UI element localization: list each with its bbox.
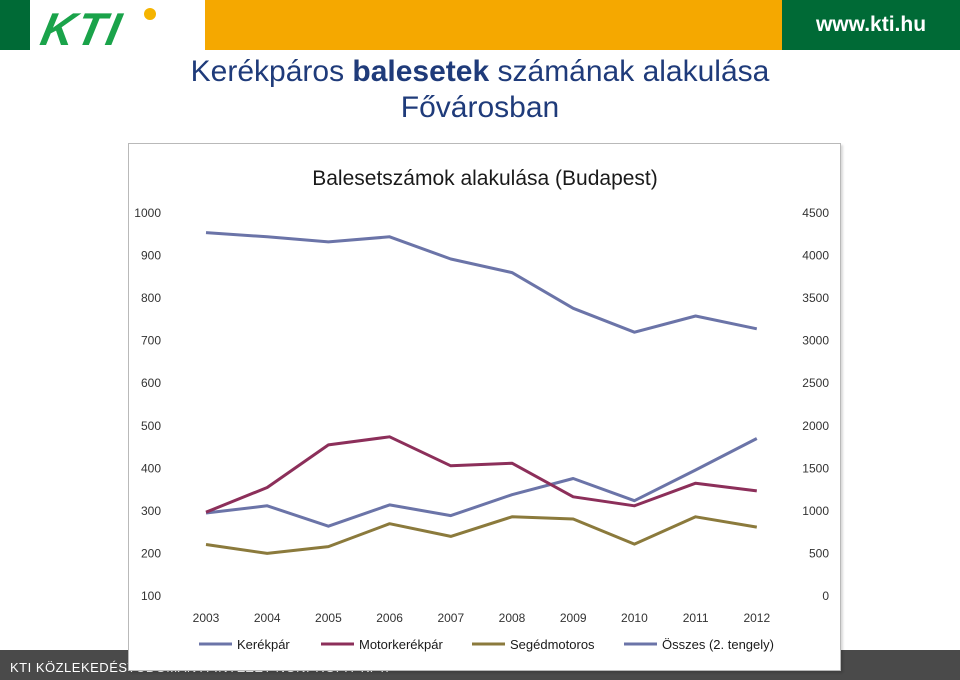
series-line-1 xyxy=(205,435,757,514)
title-part1: Kerékpáros xyxy=(190,55,353,88)
legend-label: Összes (2. tengely) xyxy=(662,637,774,652)
y-left-tick-label: 700 xyxy=(141,334,161,348)
y-left-tick-label: 600 xyxy=(141,376,161,390)
y-right-tick-label: 1000 xyxy=(802,504,829,518)
y-right-tick-label: 3500 xyxy=(802,291,829,305)
series-line-3 xyxy=(205,231,758,334)
y-left-tick-label: 800 xyxy=(141,291,161,305)
y-left-tick-label: 400 xyxy=(141,461,161,475)
x-tick-label: 2010 xyxy=(621,611,648,625)
legend-label: Motorkerékpár xyxy=(359,637,443,652)
header-orange-bar xyxy=(205,0,782,50)
page-title-line2: Fővárosban xyxy=(400,91,560,124)
y-left-tick-label: 100 xyxy=(141,589,161,603)
title-part2: számának alakulása xyxy=(489,55,770,88)
y-right-tick-label: 1500 xyxy=(802,461,829,475)
y-right-tick-label: 4500 xyxy=(802,206,829,220)
url-box: www.kti.hu xyxy=(782,0,960,50)
chart-title: Balesetszámok alakulása (Budapest) xyxy=(312,167,658,190)
y-right-tick-label: 2000 xyxy=(802,419,829,433)
y-right-tick-label: 0 xyxy=(822,589,829,603)
chart-legend: Kerékpár Motorkerékpár Segédmotoros Összes … xyxy=(199,637,774,652)
chart-axes: 1000 900 800 700 600 500 400 300 200 100 4500 4000 3… xyxy=(134,206,829,625)
logo-dot-icon xyxy=(144,8,156,20)
y-right-tick-label: 2500 xyxy=(802,376,829,390)
title-bold: balesetek xyxy=(352,55,490,88)
y-right-tick-label: 3000 xyxy=(802,334,829,348)
x-tick-label: 2005 xyxy=(315,611,342,625)
series-line-2 xyxy=(205,515,758,555)
x-tick-label: 2009 xyxy=(560,611,587,625)
x-tick-label: 2003 xyxy=(193,611,220,625)
x-tick-label: 2004 xyxy=(254,611,281,625)
x-tick-label: 2006 xyxy=(376,611,403,625)
y-left-tick-label: 200 xyxy=(141,546,161,560)
x-tick-label: 2011 xyxy=(683,611,709,625)
line-chart: Balesetszámok alakulása (Budapest) 10009… xyxy=(134,167,829,652)
page-title-line1: Kerékpáros balesetek számának alakulása xyxy=(160,54,800,90)
y-right-tick-label: 500 xyxy=(809,546,829,560)
logo-area xyxy=(30,0,205,50)
y-left-tick-label: 300 xyxy=(141,504,161,518)
x-tick-label: 2007 xyxy=(437,611,464,625)
y-left-tick-label: 500 xyxy=(141,419,161,433)
x-tick-label: 2012 xyxy=(743,611,770,625)
legend-label: Kerékpár xyxy=(237,637,290,652)
series-line-0 xyxy=(205,437,758,528)
y-left-tick-label: 900 xyxy=(141,249,161,263)
legend-label: Segédmotoros xyxy=(510,637,595,652)
kti-logo: KTI xyxy=(36,3,128,55)
page-title: Kerékpáros balesetek számának alakulása … xyxy=(160,54,800,126)
y-right-tick-label: 4000 xyxy=(802,249,829,263)
y-left-tick-label: 1000 xyxy=(134,206,161,220)
header-left-strip xyxy=(0,0,30,50)
x-tick-label: 2008 xyxy=(499,611,526,625)
url-link[interactable]: www.kti.hu xyxy=(815,13,927,36)
series-layer xyxy=(205,231,758,555)
chart-frame: Balesetszámok alakulása (Budapest) 1000 9… xyxy=(128,143,841,671)
